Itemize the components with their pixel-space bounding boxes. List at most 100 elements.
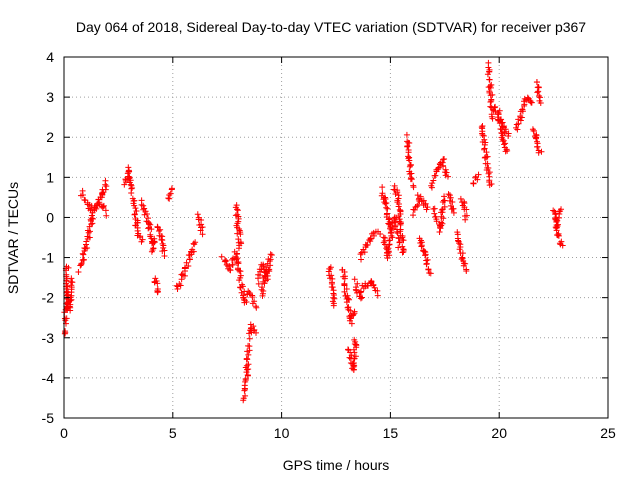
data-point xyxy=(422,200,429,207)
data-point xyxy=(488,97,495,104)
data-point xyxy=(447,202,454,209)
data-point xyxy=(152,275,159,282)
data-point xyxy=(439,220,446,227)
data-point xyxy=(176,281,183,288)
x-tick-label: 20 xyxy=(491,425,507,441)
data-point xyxy=(253,304,260,311)
data-point xyxy=(441,203,448,210)
data-point xyxy=(440,156,447,163)
data-point xyxy=(267,251,274,258)
data-point xyxy=(474,176,481,183)
data-point xyxy=(498,116,505,123)
data-point xyxy=(351,276,358,283)
y-tick-label: 0 xyxy=(46,209,54,225)
data-point xyxy=(432,172,439,179)
data-point xyxy=(148,248,155,255)
data-point xyxy=(161,252,168,259)
data-point xyxy=(488,180,495,187)
data-point xyxy=(403,131,410,138)
data-point xyxy=(391,217,398,224)
data-point xyxy=(245,361,252,368)
data-point xyxy=(430,177,437,184)
data-point xyxy=(487,92,494,99)
data-point xyxy=(226,266,233,273)
data-point xyxy=(63,315,70,322)
data-point xyxy=(102,177,109,184)
data-point xyxy=(367,235,374,242)
data-point xyxy=(80,251,87,258)
data-point xyxy=(484,153,491,160)
y-tick-label: 3 xyxy=(46,89,54,105)
data-point xyxy=(382,200,389,207)
data-point xyxy=(421,248,428,255)
data-point xyxy=(185,262,192,269)
data-point xyxy=(330,300,337,307)
data-point xyxy=(148,226,155,233)
data-point xyxy=(351,336,358,343)
data-point xyxy=(131,211,138,218)
data-point xyxy=(411,206,418,213)
data-point xyxy=(229,261,236,268)
data-point xyxy=(68,275,75,282)
data-point xyxy=(425,266,432,273)
data-point xyxy=(489,115,496,122)
x-tick-label: 5 xyxy=(169,425,177,441)
data-point xyxy=(154,288,161,295)
data-point xyxy=(495,110,502,117)
data-point xyxy=(422,252,429,259)
grid xyxy=(64,57,608,418)
data-point xyxy=(161,247,168,254)
data-point xyxy=(89,215,96,222)
data-point xyxy=(400,237,407,244)
data-point xyxy=(95,196,102,203)
data-point xyxy=(346,354,353,361)
data-point xyxy=(235,245,242,252)
plot-frame xyxy=(63,56,609,419)
data-point xyxy=(475,171,482,178)
data-point xyxy=(414,203,421,210)
y-tick-label: -2 xyxy=(42,290,55,306)
data-point xyxy=(407,176,414,183)
y-tick-label: -1 xyxy=(42,250,55,266)
data-point xyxy=(558,206,565,213)
data-point xyxy=(460,262,467,269)
data-point xyxy=(78,260,85,267)
data-point xyxy=(84,244,91,251)
data-point xyxy=(410,184,417,191)
data-point xyxy=(223,258,230,265)
data-point xyxy=(435,165,442,172)
data-point xyxy=(405,147,412,154)
data-point xyxy=(137,233,144,240)
data-point xyxy=(190,240,197,247)
data-point xyxy=(533,79,540,86)
data-point xyxy=(436,228,443,235)
data-point xyxy=(448,206,455,213)
data-point xyxy=(267,256,274,263)
data-point xyxy=(361,249,368,256)
data-point xyxy=(515,116,522,123)
data-point xyxy=(328,284,335,291)
data-point xyxy=(341,288,348,295)
data-point xyxy=(237,272,244,279)
data-point xyxy=(535,149,542,156)
data-point xyxy=(393,228,400,235)
data-point xyxy=(249,300,256,307)
data-point xyxy=(132,205,139,212)
y-tick-label: 2 xyxy=(46,129,54,145)
data-point xyxy=(139,236,146,243)
data-point xyxy=(414,192,421,199)
y-tick-label: -3 xyxy=(42,330,55,346)
data-point xyxy=(75,269,82,276)
x-tick-label: 0 xyxy=(60,425,68,441)
data-point xyxy=(143,210,150,217)
data-point xyxy=(395,244,402,251)
data-point xyxy=(354,280,361,287)
data-point xyxy=(141,205,148,212)
data-point xyxy=(241,297,248,304)
data-point xyxy=(535,84,542,91)
data-point xyxy=(487,84,494,91)
data-point xyxy=(501,141,508,148)
data-point xyxy=(455,237,462,244)
data-point xyxy=(410,212,417,219)
data-point xyxy=(534,89,541,96)
